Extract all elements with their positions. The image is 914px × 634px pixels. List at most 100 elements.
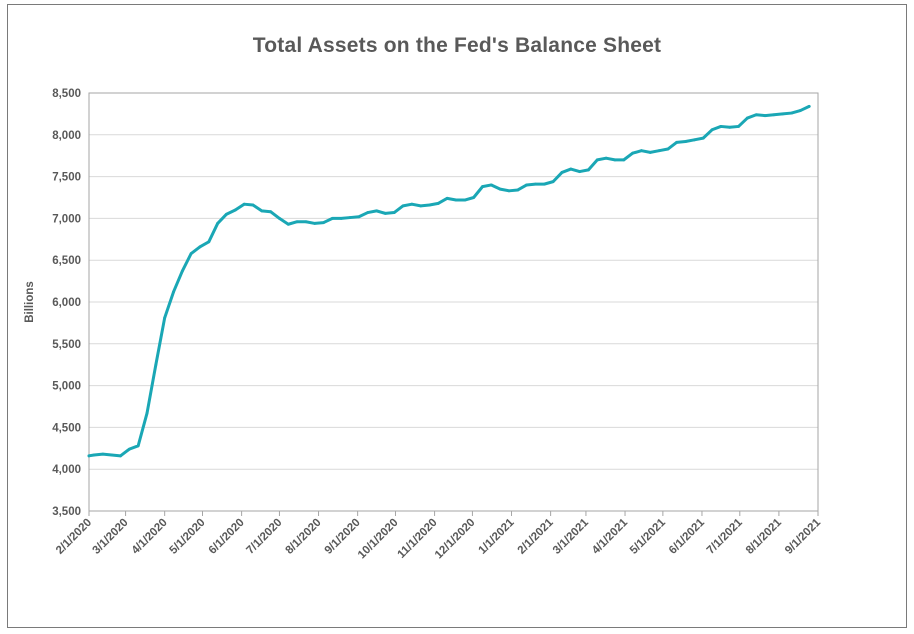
data-point (154, 363, 158, 367)
data-point (286, 222, 290, 226)
data-point (172, 290, 175, 294)
data-point (798, 109, 802, 112)
data-point (745, 116, 749, 120)
y-tick-label: 5,000 (52, 381, 81, 393)
data-point (551, 180, 555, 184)
data-point (710, 128, 714, 132)
data-point (640, 149, 643, 153)
data-point (366, 211, 370, 214)
data-point (110, 453, 114, 457)
x-tick-label: 6/1/2021 (667, 516, 708, 557)
series-layer (87, 104, 811, 458)
x-tick-label: 10/1/2020 (356, 517, 401, 562)
data-point (436, 201, 440, 205)
data-point (790, 111, 793, 115)
y-tick-label: 5,500 (52, 339, 81, 351)
data-point (207, 240, 211, 244)
data-point (472, 196, 476, 199)
data-point (657, 149, 661, 153)
data-point (737, 125, 740, 128)
data-point (383, 211, 387, 215)
chart-frame (7, 4, 907, 628)
data-point (463, 198, 467, 202)
data-point (454, 198, 458, 202)
y-tick-label: 6,500 (52, 255, 81, 267)
y-tick-label: 3,500 (52, 506, 81, 518)
x-tick-label: 5/1/2021 (628, 516, 669, 557)
x-tick-label: 8/1/2021 (744, 516, 785, 557)
data-point (631, 151, 634, 155)
x-tick-label: 4/1/2021 (590, 516, 631, 557)
data-point (392, 211, 396, 214)
data-point (428, 203, 431, 207)
data-point (578, 170, 582, 173)
y-tick-label: 8,500 (52, 88, 81, 100)
y-tick-label: 7,500 (52, 172, 81, 184)
x-tick-label: 2/1/2021 (516, 516, 557, 557)
data-point (251, 203, 255, 207)
data-point (595, 158, 599, 162)
y-tick-label: 4,000 (52, 464, 81, 476)
data-point (648, 150, 652, 154)
x-tick-label: 9/1/2021 (783, 516, 824, 557)
data-point (180, 269, 184, 273)
data-point (489, 183, 493, 187)
series-line (87, 104, 811, 458)
y-axis-label: Billions (24, 281, 36, 323)
data-point (613, 158, 617, 162)
data-point (92, 453, 96, 457)
data-point (304, 220, 308, 224)
data-point (101, 452, 105, 456)
data-point (692, 138, 696, 142)
data-point (604, 156, 608, 160)
data-point (127, 447, 131, 451)
data-point (587, 168, 590, 172)
data-point (719, 125, 723, 128)
x-tick-label: 8/1/2020 (284, 517, 324, 557)
data-point (498, 187, 502, 191)
data-point (622, 158, 626, 162)
data-point (419, 204, 423, 208)
y-tick-label: 7,000 (52, 213, 81, 225)
data-point (331, 217, 334, 220)
chart-title: Total Assets on the Fed's Balance Sheet (252, 34, 662, 57)
y-tick-label: 8,000 (52, 130, 81, 142)
x-tick-label: 12/1/2020 (433, 517, 478, 562)
data-point (295, 220, 299, 224)
data-point (348, 216, 352, 219)
data-point (269, 210, 273, 214)
data-point (516, 188, 520, 192)
x-axis-ticks: 2/1/20203/1/20204/1/20205/1/20206/1/2020… (54, 511, 824, 561)
data-point (701, 136, 705, 140)
data-point (772, 113, 776, 117)
data-point (225, 212, 228, 216)
x-tick-label: 7/1/2020 (244, 517, 284, 557)
data-point (242, 202, 246, 206)
data-point (807, 104, 811, 108)
x-tick-label: 6/1/2020 (207, 517, 247, 557)
y-tick-label: 4,500 (52, 422, 81, 434)
gridlines (89, 92, 818, 512)
data-point (357, 215, 361, 219)
y-tick-label: 6,000 (52, 297, 81, 309)
data-point (136, 444, 140, 448)
data-point (666, 147, 670, 151)
data-point (675, 140, 679, 144)
data-point (507, 189, 511, 193)
data-point (189, 252, 193, 255)
data-point (410, 202, 414, 206)
data-point (375, 209, 378, 213)
data-point (313, 222, 317, 225)
x-tick-label: 7/1/2021 (705, 516, 746, 557)
data-point (754, 113, 758, 117)
x-tick-label: 5/1/2020 (167, 517, 207, 557)
data-point (534, 182, 537, 186)
x-tick-label: 3/1/2021 (551, 516, 592, 557)
data-point (401, 204, 405, 208)
data-point (260, 209, 264, 213)
data-point (145, 411, 149, 415)
data-point (569, 167, 573, 171)
x-tick-label: 2/1/2020 (54, 517, 94, 557)
x-tick-label: 1/1/2021 (476, 516, 517, 557)
